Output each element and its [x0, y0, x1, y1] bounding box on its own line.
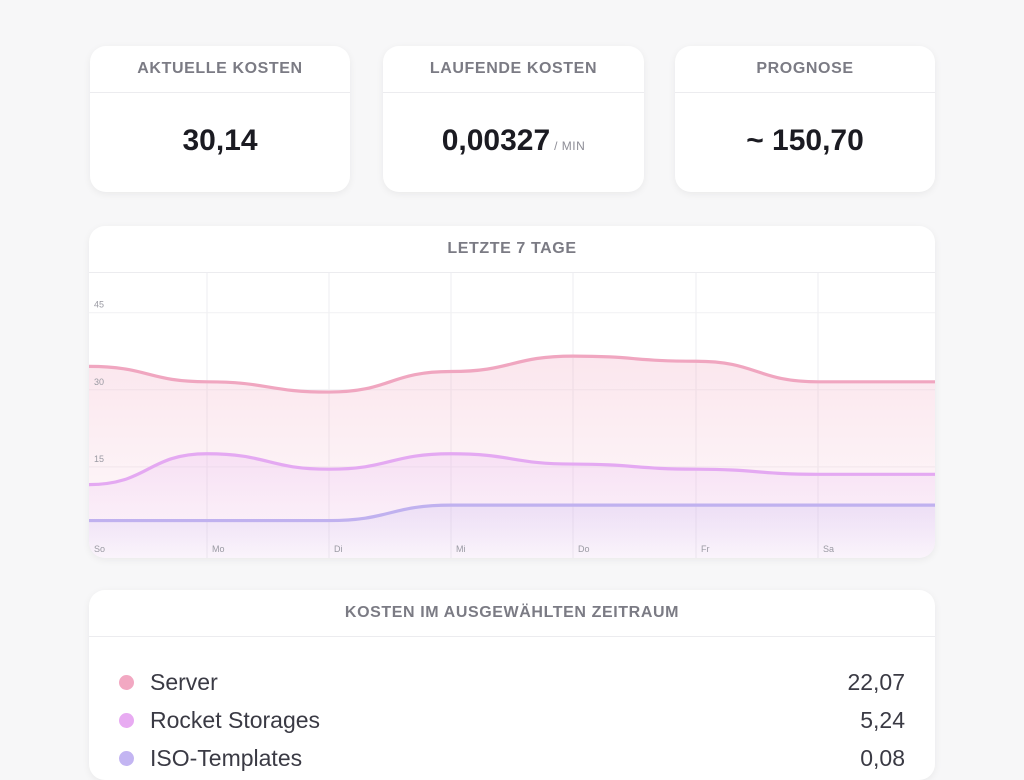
cost-item-value: 22,07: [847, 668, 905, 695]
metric-card-forecast: PROGNOSE ~ 150,70: [675, 46, 935, 192]
cost-item-label: Rocket Storages: [150, 706, 321, 733]
cost-item-value: 5,24: [860, 706, 905, 733]
y-tick-label: 45: [94, 300, 104, 310]
metric-number: 0,00327: [441, 124, 551, 157]
series-line-1: [89, 452, 935, 487]
cost-item-value: 0,08: [860, 744, 905, 771]
x-tick-label: Sa: [823, 544, 834, 554]
series-line-0: [89, 354, 935, 394]
series-color-dot: [119, 712, 134, 728]
cost-item-rocket-storages: Rocket Storages 5,24: [119, 701, 905, 739]
series-area-2: [89, 505, 935, 558]
metric-label: LAUFENDE KOSTEN: [383, 46, 644, 93]
chart-title: LETZTE 7 TAGE: [89, 226, 935, 273]
cost-item-server: Server 22,07: [119, 663, 905, 701]
metric-unit: / MIN: [554, 139, 586, 153]
metric-value: 30,14: [90, 93, 350, 192]
metric-value: ~ 150,70: [675, 93, 935, 192]
x-tick-label: So: [94, 544, 105, 554]
x-tick-label: Do: [578, 544, 590, 554]
metric-label: PROGNOSE: [675, 46, 935, 93]
cost-list-card: KOSTEN IM AUSGEWÄHLTEN ZEITRAUM Server 2…: [89, 590, 935, 780]
metric-label: AKTUELLE KOSTEN: [90, 46, 350, 93]
cost-item-label: Server: [150, 668, 218, 695]
series-color-dot: [119, 674, 134, 690]
cost-item-iso-templates: ISO-Templates 0,08: [119, 739, 905, 777]
y-tick-label: 15: [94, 454, 104, 464]
metric-value: 0,00327 / MIN: [383, 93, 644, 192]
cost-list-title: KOSTEN IM AUSGEWÄHLTEN ZEITRAUM: [89, 590, 935, 637]
metric-number: 30,14: [182, 124, 258, 157]
metric-number: ~ 150,70: [746, 124, 864, 157]
cost-list: Server 22,07 Rocket Storages 5,24 ISO-Te…: [89, 637, 935, 777]
x-tick-label: Fr: [701, 544, 710, 554]
x-tick-label: Mi: [456, 544, 466, 554]
metric-card-current-costs: AKTUELLE KOSTEN 30,14: [90, 46, 350, 192]
chart-card: LETZTE 7 TAGE 45 30 15 So Mo Di Mi Do Fr Sa: [89, 226, 935, 558]
y-tick-label: 30: [94, 377, 104, 387]
x-tick-label: Mo: [212, 544, 225, 554]
metric-card-running-costs: LAUFENDE KOSTEN 0,00327 / MIN: [383, 46, 644, 192]
x-tick-label: Di: [334, 544, 343, 554]
series-line-2: [89, 503, 935, 523]
chart-area[interactable]: 45 30 15 So Mo Di Mi Do Fr Sa: [89, 272, 935, 558]
cost-chart[interactable]: 45 30 15 So Mo Di Mi Do Fr Sa: [89, 272, 935, 558]
cost-item-label: ISO-Templates: [150, 744, 303, 771]
